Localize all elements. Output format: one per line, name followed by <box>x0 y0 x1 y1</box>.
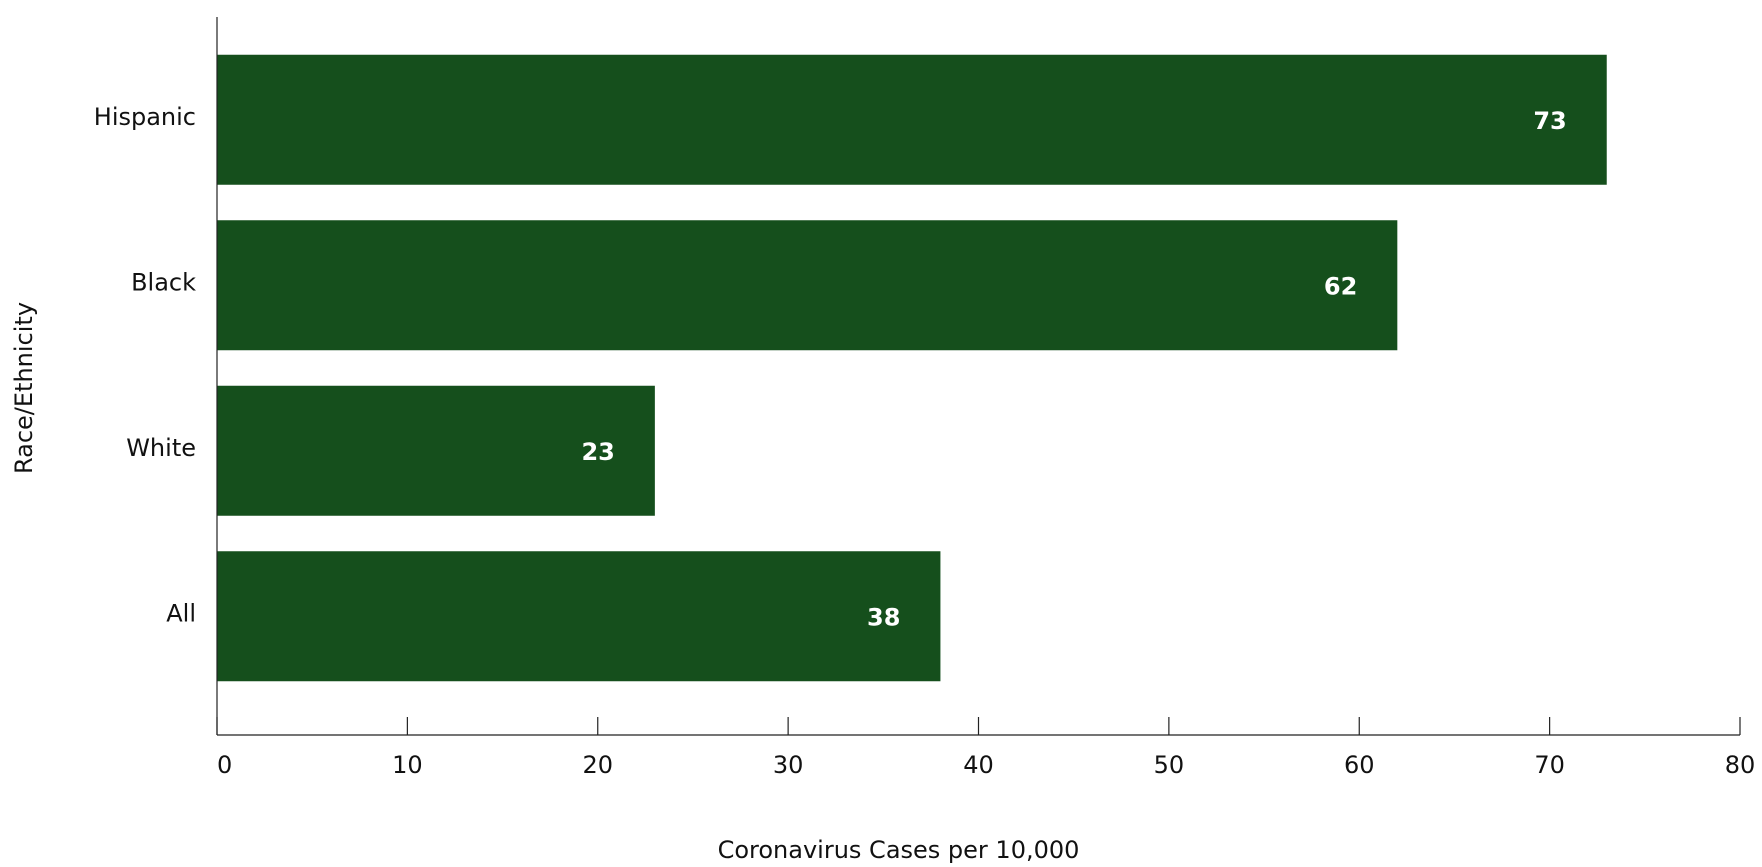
category-label-black: Black <box>131 268 196 296</box>
y-axis-title: Race/Ethnicity <box>10 302 38 474</box>
bars <box>217 54 1607 682</box>
bar-all <box>217 551 941 682</box>
value-labels: 73 62 23 38 <box>581 107 1566 632</box>
category-labels: Hispanic Black White All <box>94 103 196 628</box>
x-axis-title: Coronavirus Cases per 10,000 <box>718 836 1080 864</box>
x-tick-label-30: 30 <box>773 751 804 779</box>
x-tick-label-0: 0 <box>217 751 232 779</box>
x-tick-label-70: 70 <box>1534 751 1565 779</box>
x-tick-label-40: 40 <box>963 751 994 779</box>
x-tick-label-50: 50 <box>1154 751 1185 779</box>
value-label-black: 62 <box>1324 272 1357 300</box>
value-label-white: 23 <box>581 438 614 466</box>
bar-black <box>217 220 1398 351</box>
x-tick-label-10: 10 <box>392 751 423 779</box>
bar-hispanic <box>217 54 1607 185</box>
x-tick-label-60: 60 <box>1344 751 1375 779</box>
category-label-white: White <box>126 434 196 462</box>
x-tick-label-20: 20 <box>582 751 613 779</box>
category-label-all: All <box>166 599 196 627</box>
value-label-all: 38 <box>867 603 900 631</box>
x-axis-ticks: 0 10 20 30 40 50 60 70 80 <box>216 717 1756 779</box>
category-label-hispanic: Hispanic <box>94 103 196 131</box>
value-label-hispanic: 73 <box>1533 107 1566 135</box>
bar-white <box>217 385 655 516</box>
x-tick-label-80: 80 <box>1725 751 1756 779</box>
